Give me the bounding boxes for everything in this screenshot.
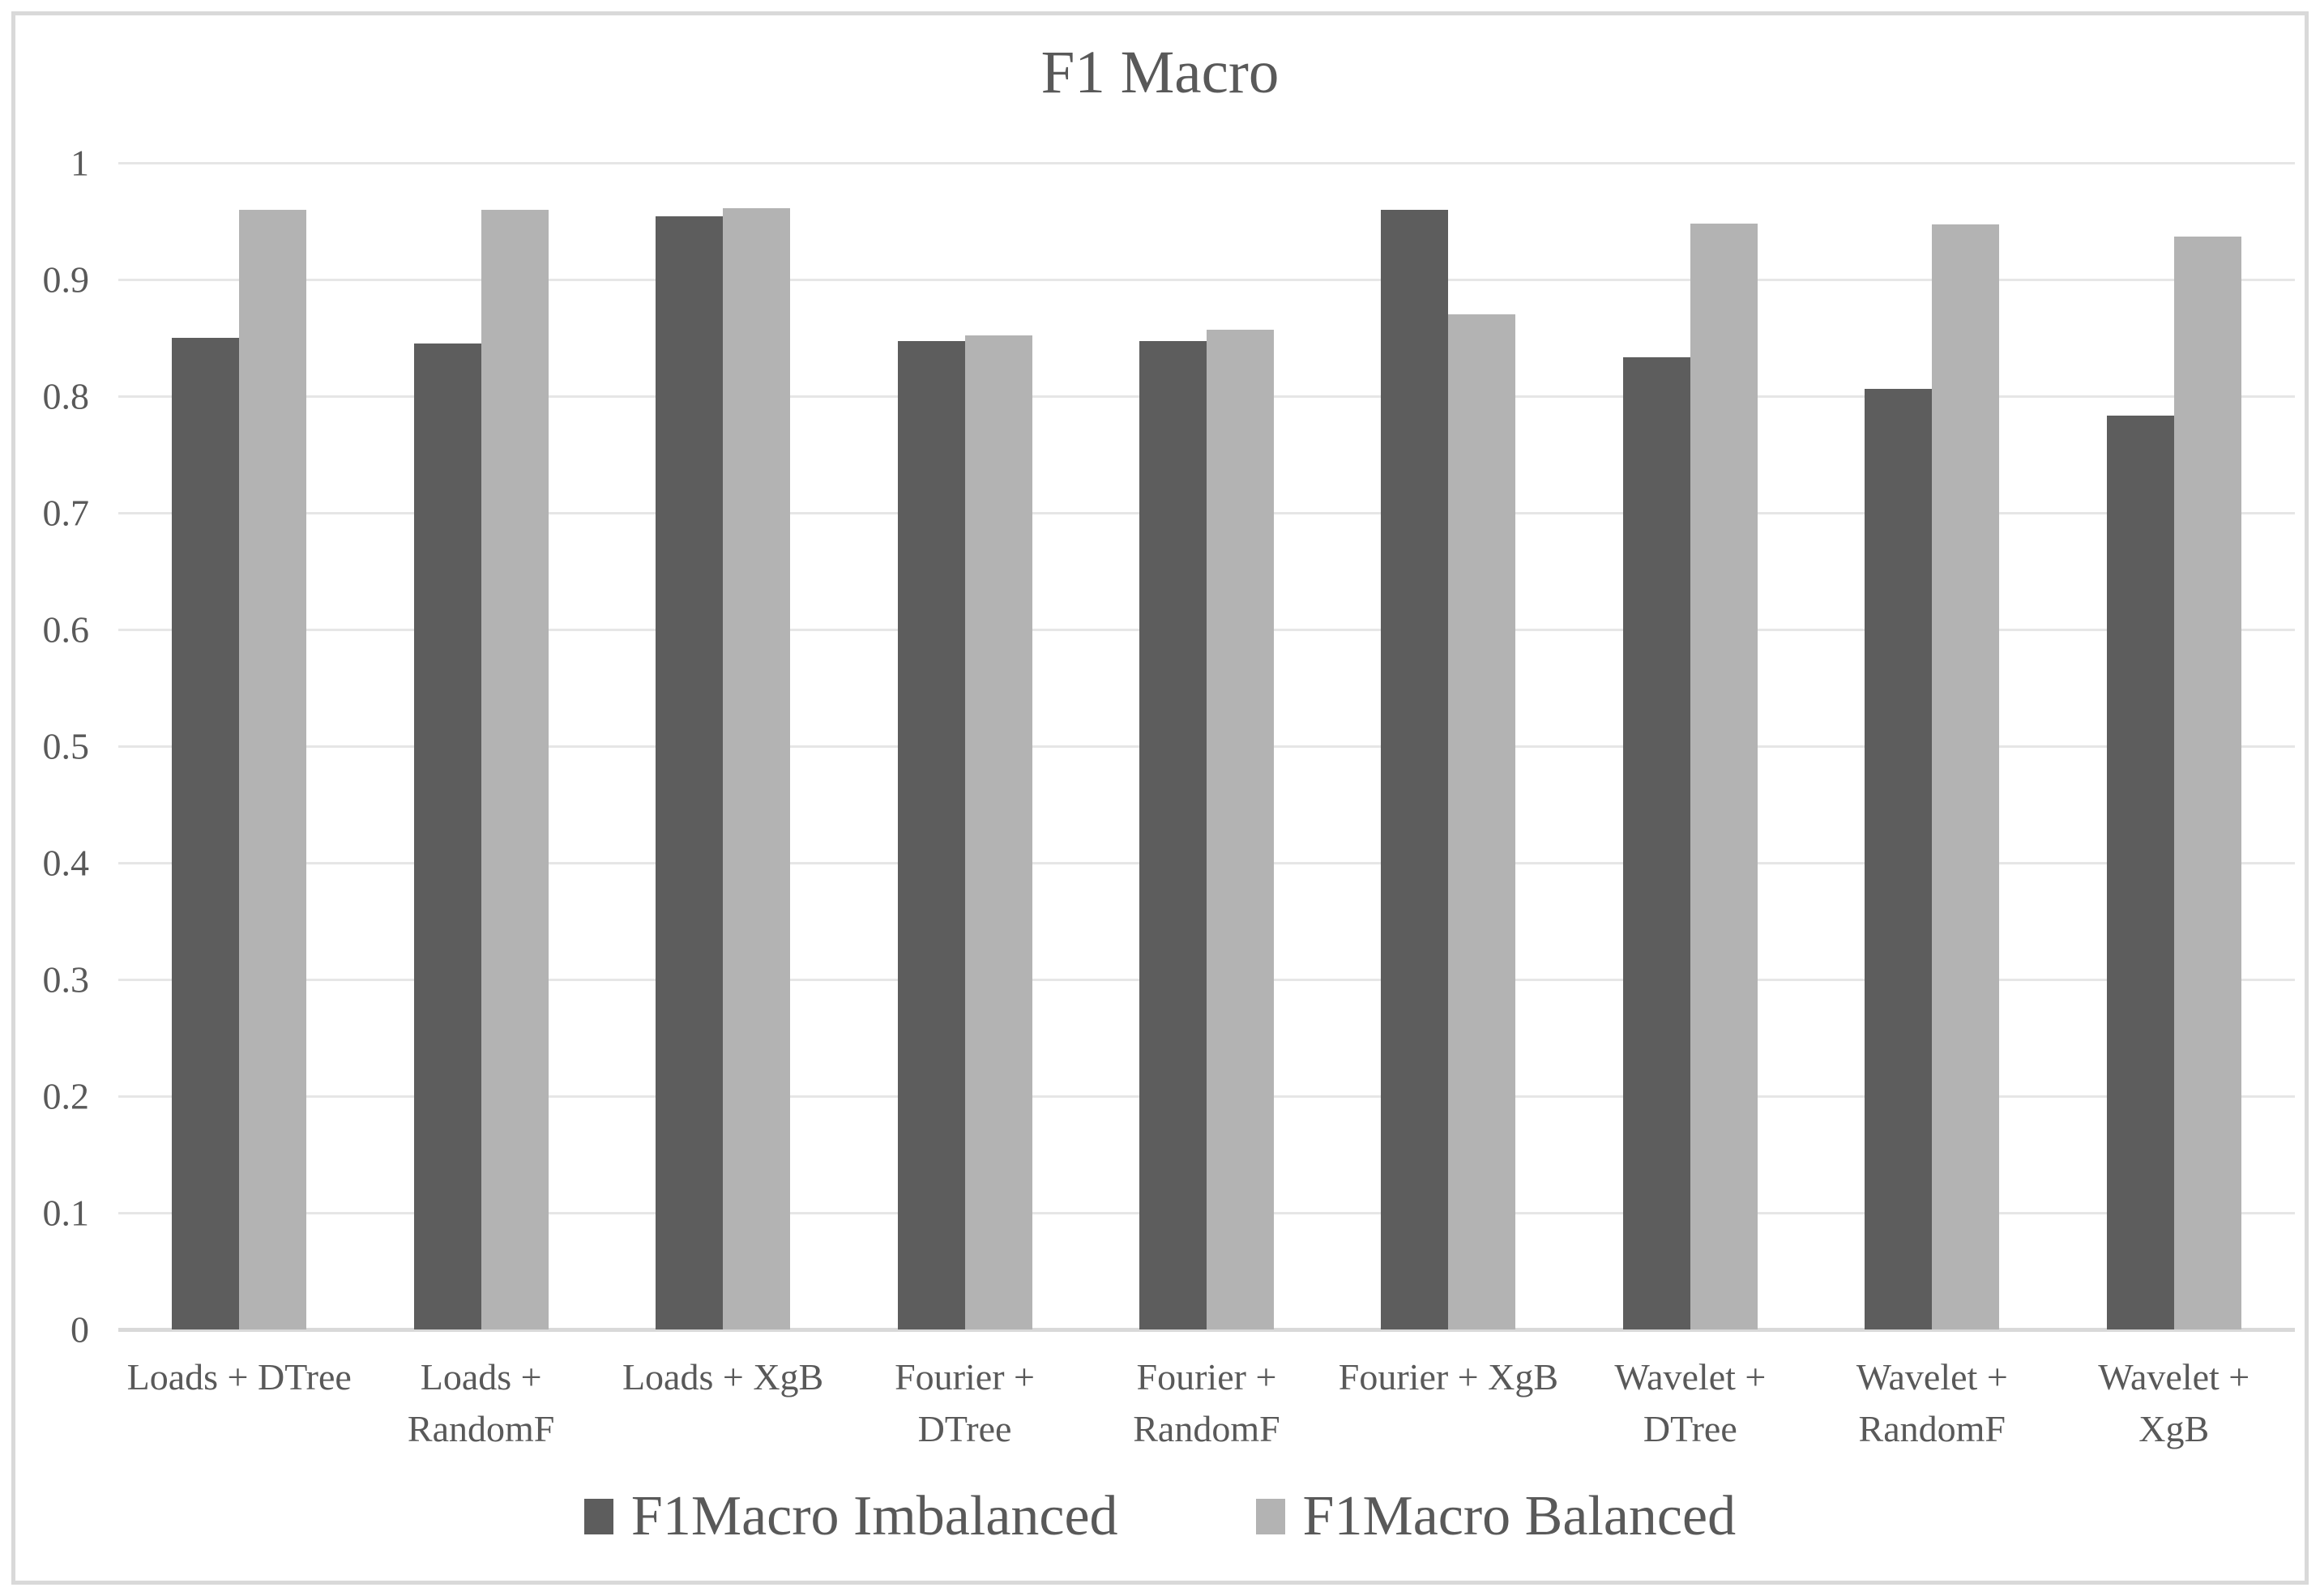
- bar-balanced-4: [964, 335, 1032, 1329]
- legend-label-imbalanced: F1Macro Imbalanced: [630, 1485, 1118, 1547]
- bar-imbalanced-6: [1381, 209, 1449, 1329]
- chart-title: F1 Macro: [1040, 39, 1280, 106]
- x-label-line: RandomF: [1858, 1408, 2006, 1449]
- x-label-line: RandomF: [1133, 1408, 1280, 1449]
- x-label-8: Wavelet + RandomF: [1811, 1351, 2053, 1455]
- bar-group-9: [2053, 163, 2295, 1329]
- x-label-line: DTree: [917, 1408, 1012, 1449]
- legend-swatch-imbalanced-icon: [583, 1499, 613, 1534]
- bar-imbalanced-4: [897, 341, 965, 1329]
- x-label-5: Fourier + RandomF: [1086, 1351, 1327, 1455]
- y-tick-label-0.3: 0.3: [42, 958, 90, 1001]
- bar-balanced-7: [1690, 223, 1758, 1329]
- bar-imbalanced-2: [413, 344, 481, 1329]
- x-label-2: Loads + RandomF: [360, 1351, 601, 1455]
- bar-balanced-1: [239, 209, 307, 1329]
- bar-imbalanced-9: [2106, 416, 2174, 1329]
- bar-imbalanced-5: [1139, 341, 1207, 1329]
- gridline-0: [118, 1327, 2295, 1332]
- y-tick-label-0: 0: [70, 1308, 89, 1351]
- bar-group-4: [844, 163, 1085, 1329]
- bar-balanced-5: [1206, 329, 1274, 1329]
- x-label-6: Fourier + XgB: [1327, 1351, 1569, 1455]
- y-axis: 1 0.9 0.8 0.7 0.6 0.5 0.4 0.3 0.2 0.1 0: [0, 0, 90, 1596]
- x-label-7: Wavelet + DTree: [1570, 1351, 1811, 1455]
- bar-imbalanced-7: [1622, 357, 1690, 1329]
- plot-area: [118, 161, 2295, 1332]
- y-tick-label-0.6: 0.6: [42, 608, 90, 651]
- bar-imbalanced-1: [172, 338, 240, 1329]
- x-label-line: Wavelet +: [1614, 1356, 1767, 1398]
- y-tick-label-0.9: 0.9: [42, 258, 90, 301]
- x-label-line: Fourier +: [895, 1356, 1035, 1398]
- x-label-4: Fourier + DTree: [844, 1351, 1085, 1455]
- y-tick-label-0.4: 0.4: [42, 842, 90, 884]
- x-label-line: Wavelet +: [1856, 1356, 2008, 1398]
- y-tick-label-0.8: 0.8: [42, 375, 90, 417]
- x-label-line: RandomF: [407, 1408, 555, 1449]
- bar-group-7: [1570, 163, 1811, 1329]
- x-label-9: Wavelet + XgB: [2053, 1351, 2295, 1455]
- bar-groups: [118, 163, 2295, 1329]
- bar-balanced-6: [1448, 314, 1516, 1329]
- x-label-line: Wavelet +: [2098, 1356, 2250, 1398]
- legend-item-imbalanced: F1Macro Imbalanced: [583, 1484, 1118, 1549]
- bar-balanced-2: [481, 209, 549, 1329]
- y-tick-label-1: 1: [70, 142, 89, 184]
- legend-swatch-balanced-icon: [1255, 1499, 1285, 1534]
- bar-group-2: [360, 163, 601, 1329]
- x-label-line: Loads + DTree: [126, 1356, 352, 1398]
- x-label-line: Loads +: [420, 1356, 542, 1398]
- x-label-line: Loads + XgB: [622, 1356, 824, 1398]
- x-label-line: XgB: [2138, 1408, 2210, 1449]
- bar-imbalanced-3: [656, 216, 724, 1329]
- bar-group-3: [602, 163, 844, 1329]
- bar-group-8: [1811, 163, 2053, 1329]
- bar-group-1: [118, 163, 360, 1329]
- x-label-3: Loads + XgB: [602, 1351, 844, 1455]
- legend: F1Macro Imbalanced F1Macro Balanced: [0, 1484, 2320, 1549]
- x-label-1: Loads + DTree: [118, 1351, 360, 1455]
- bar-group-5: [1086, 163, 1327, 1329]
- x-label-line: DTree: [1643, 1408, 1737, 1449]
- legend-item-balanced: F1Macro Balanced: [1255, 1484, 1737, 1549]
- gridline-0.9: [118, 278, 2295, 281]
- y-tick-label-0.1: 0.1: [42, 1192, 90, 1234]
- y-tick-label-0.5: 0.5: [42, 725, 90, 767]
- bar-imbalanced-8: [1865, 389, 1933, 1329]
- legend-label-balanced: F1Macro Balanced: [1302, 1485, 1737, 1547]
- gridline-1: [118, 161, 2295, 164]
- x-axis: Loads + DTree Loads + RandomF Loads + XgB Fo…: [118, 1351, 2295, 1455]
- bar-balanced-3: [723, 208, 791, 1329]
- bar-balanced-8: [1932, 224, 2000, 1329]
- bar-balanced-9: [2173, 236, 2241, 1329]
- bar-group-6: [1327, 163, 1569, 1329]
- y-tick-label-0.2: 0.2: [42, 1075, 90, 1117]
- y-tick-label-0.7: 0.7: [42, 492, 90, 534]
- x-label-line: Fourier +: [1136, 1356, 1277, 1398]
- x-label-line: Fourier + XgB: [1338, 1356, 1559, 1398]
